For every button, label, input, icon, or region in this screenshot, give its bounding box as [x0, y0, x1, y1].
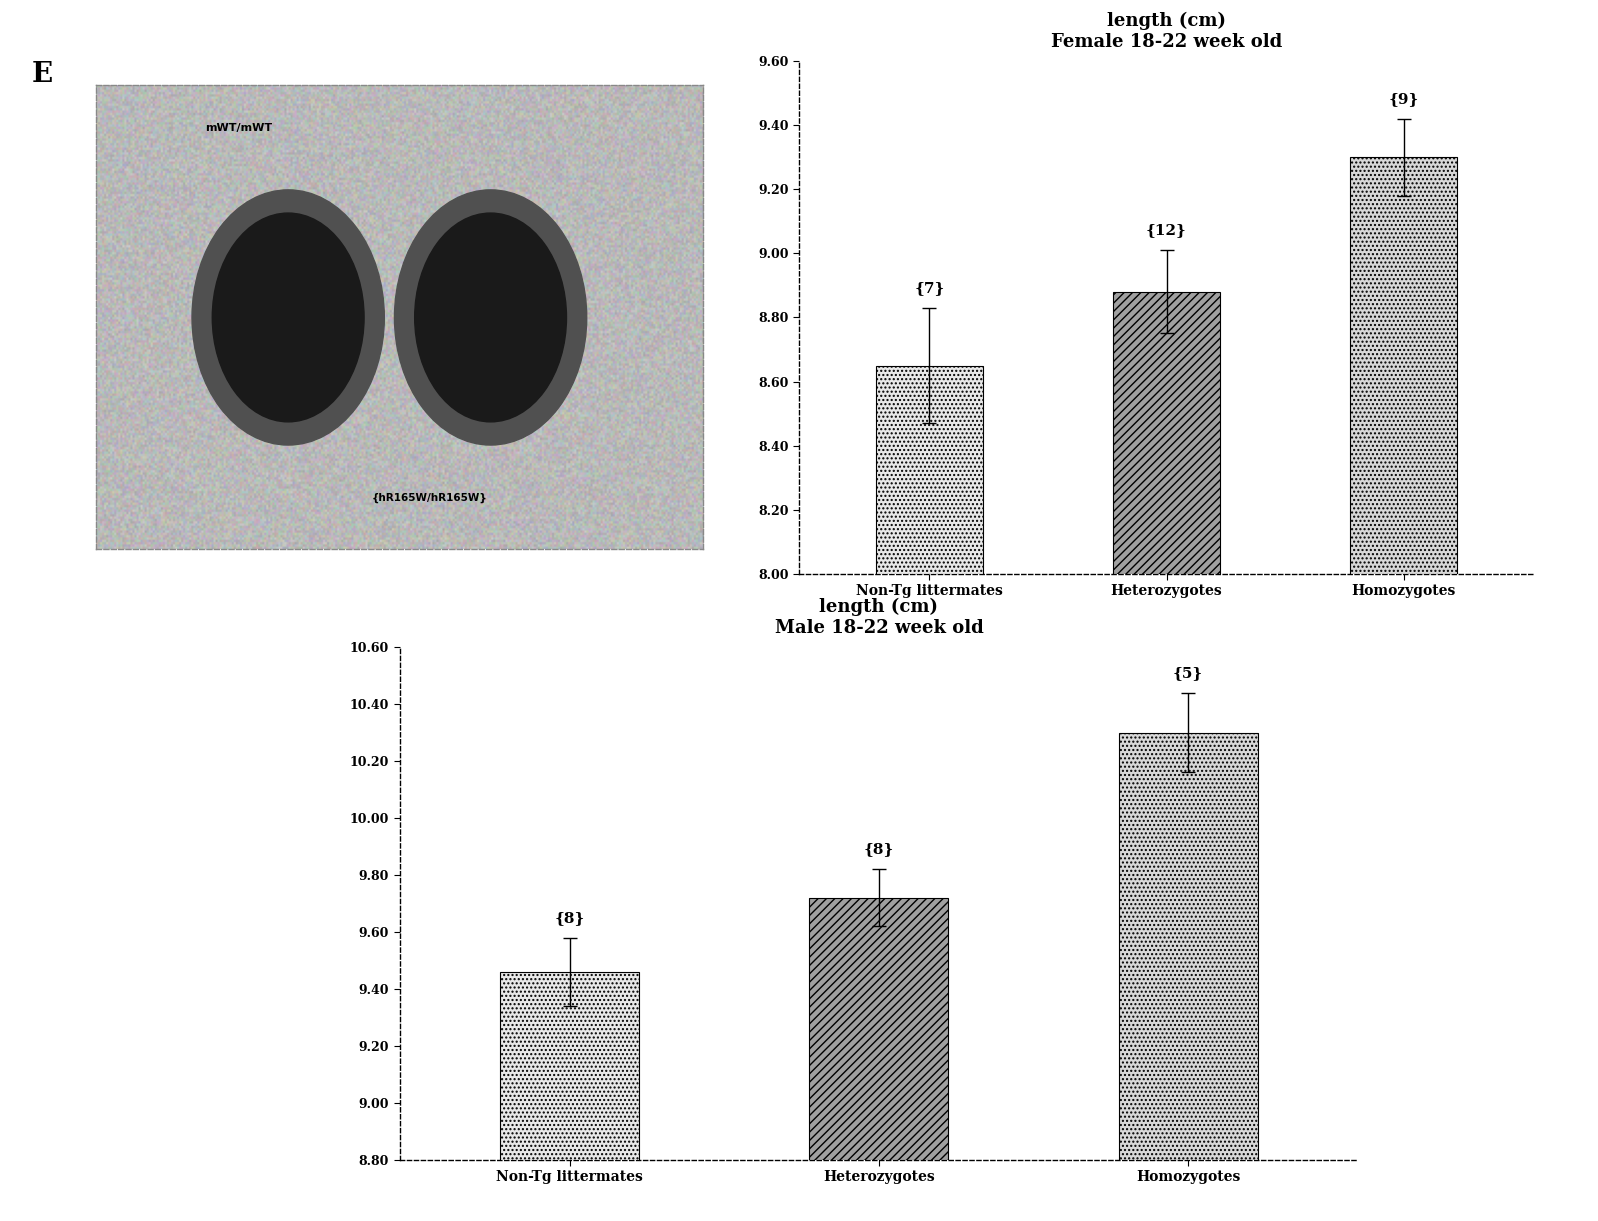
Ellipse shape: [192, 190, 384, 444]
Text: {hR165W/hR165W}: {hR165W/hR165W}: [372, 493, 487, 503]
Bar: [1119, 733, 1258, 1160]
Bar: [1114, 292, 1219, 574]
Title: length (cm)
Male 18-22 week old: length (cm) Male 18-22 week old: [775, 598, 983, 637]
Text: {8}: {8}: [863, 842, 895, 857]
Text: {8}: {8}: [555, 911, 585, 924]
Ellipse shape: [395, 190, 586, 444]
Ellipse shape: [415, 212, 566, 422]
Text: {5}: {5}: [1173, 665, 1203, 680]
Bar: [500, 972, 639, 1160]
Bar: [1350, 158, 1457, 574]
Text: {9}: {9}: [1389, 92, 1419, 106]
Text: E: E: [32, 61, 53, 88]
Text: mWT/mWT: mWT/mWT: [205, 122, 272, 133]
Ellipse shape: [213, 212, 364, 422]
Text: {12}: {12}: [1146, 223, 1187, 237]
Bar: [809, 897, 949, 1160]
Title: length (cm)
Female 18-22 week old: length (cm) Female 18-22 week old: [1051, 12, 1282, 51]
Bar: [876, 365, 983, 574]
Text: {7}: {7}: [914, 281, 944, 295]
